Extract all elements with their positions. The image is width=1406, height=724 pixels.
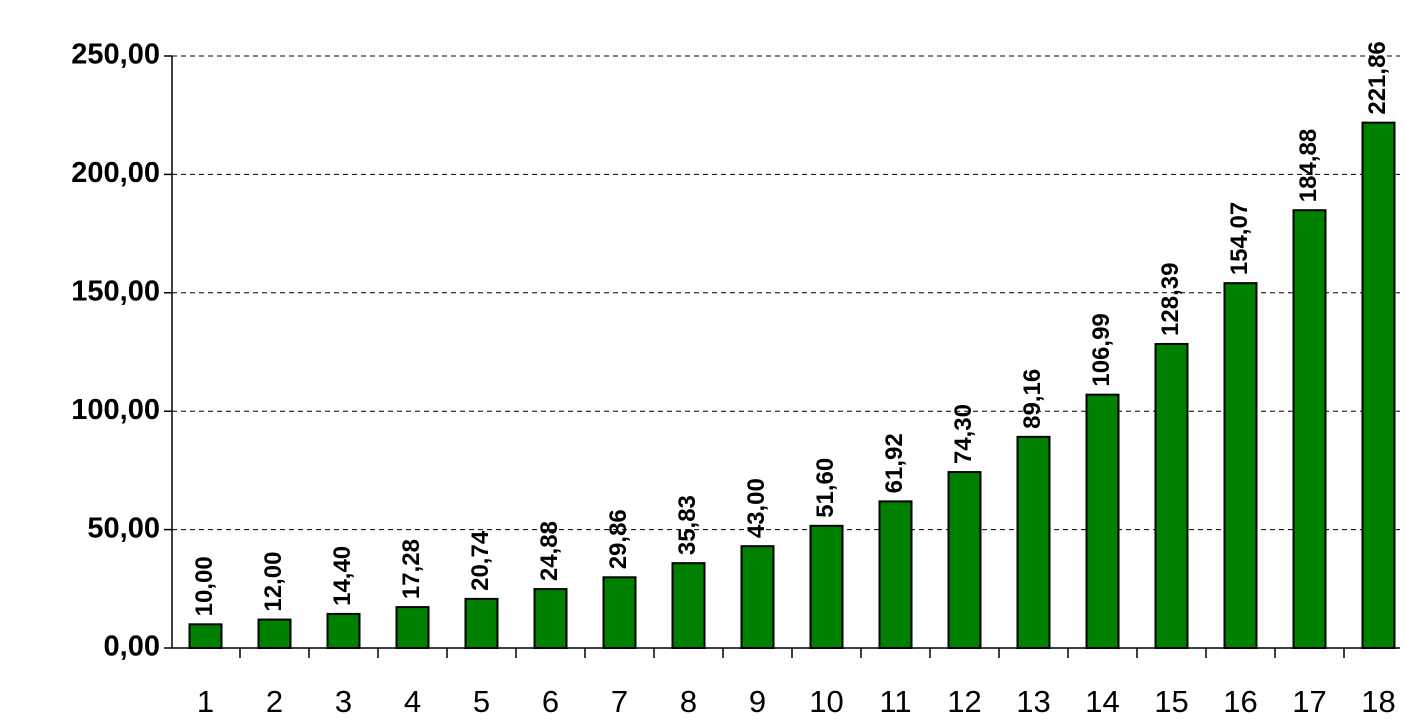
- x-tick-label: 14: [1085, 684, 1119, 719]
- bar: [188, 623, 223, 650]
- value-label: 29,86: [605, 509, 632, 569]
- x-tick-label: 17: [1292, 684, 1326, 719]
- value-label: 74,30: [950, 404, 977, 464]
- x-tick-label: 3: [335, 684, 352, 719]
- bar: [464, 597, 499, 650]
- bar: [947, 471, 982, 649]
- bar: [740, 545, 775, 650]
- value-label: 14,40: [329, 546, 356, 606]
- bar: [878, 500, 913, 649]
- x-tick-label: 10: [809, 684, 843, 719]
- x-tick-label: 4: [404, 684, 421, 719]
- y-tick-label: 250,00: [71, 39, 160, 71]
- value-label: 128,39: [1157, 263, 1184, 336]
- bar: [1223, 282, 1258, 649]
- value-label: 43,00: [743, 478, 770, 538]
- x-tick-label: 7: [611, 684, 628, 719]
- value-label: 184,88: [1295, 129, 1322, 202]
- value-label: 10,00: [191, 556, 218, 616]
- bar: [395, 606, 430, 649]
- bar: [1085, 393, 1120, 649]
- x-tick-label: 9: [749, 684, 766, 719]
- x-tick-label: 18: [1361, 684, 1395, 719]
- y-tick-label: 50,00: [87, 512, 160, 544]
- x-tick-label: 13: [1016, 684, 1050, 719]
- value-label: 89,16: [1019, 369, 1046, 429]
- value-label: 24,88: [536, 521, 563, 581]
- bar: [257, 618, 292, 649]
- x-tick-label: 8: [680, 684, 697, 719]
- value-label: 51,60: [812, 458, 839, 518]
- x-tick-label: 15: [1154, 684, 1188, 719]
- y-tick-label: 0,00: [104, 631, 160, 663]
- x-tick-label: 6: [542, 684, 559, 719]
- bar: [1292, 209, 1327, 649]
- bar: [1154, 342, 1189, 649]
- bar: [671, 562, 706, 649]
- value-label: 20,74: [467, 530, 494, 591]
- value-label: 35,83: [674, 495, 701, 555]
- y-tick-label: 200,00: [71, 157, 160, 189]
- y-tick-label: 150,00: [71, 275, 160, 307]
- value-label: 154,07: [1226, 202, 1253, 275]
- x-tick-label: 12: [947, 684, 981, 719]
- value-label: 61,92: [881, 433, 908, 493]
- y-tick-label: 100,00: [71, 394, 160, 426]
- bar: [326, 612, 361, 650]
- x-tick-label: 16: [1223, 684, 1257, 719]
- bar: [1361, 121, 1396, 650]
- value-label: 106,99: [1088, 313, 1115, 386]
- value-label: 12,00: [260, 552, 287, 612]
- x-tick-label: 11: [879, 684, 911, 719]
- bar: [1016, 435, 1051, 649]
- bar: [809, 524, 844, 650]
- x-tick-label: 1: [197, 684, 214, 719]
- value-label: 221,86: [1364, 41, 1391, 114]
- x-tick-label: 5: [473, 684, 490, 719]
- bar: [533, 588, 568, 650]
- value-label: 17,28: [398, 539, 425, 599]
- x-tick-label: 2: [266, 684, 283, 719]
- bar: [602, 576, 637, 649]
